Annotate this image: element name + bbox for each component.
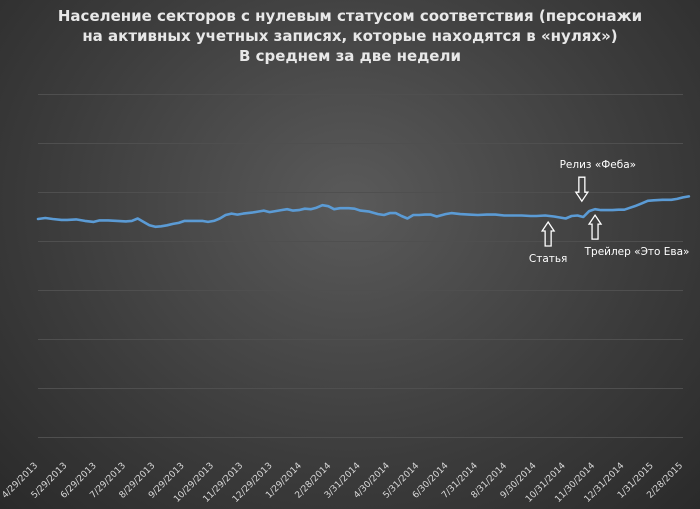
annotation-arrow-up	[587, 213, 603, 240]
gridlines	[38, 94, 683, 438]
chart-title-block: Население секторов с нулевым статусом со…	[0, 6, 700, 66]
annotation-arrow-up	[540, 220, 556, 247]
series-line	[36, 195, 691, 229]
chart-title-line-2: на активных учетных записях, которые нах…	[82, 27, 618, 45]
annotation-arrow-down	[574, 176, 590, 203]
chart-subtitle: В среднем за две недели	[239, 47, 461, 65]
annotation-label: Трейлер «Это Ева»	[584, 246, 690, 258]
annotation-label: Релиз «Феба»	[560, 159, 637, 171]
chart-title-line-1: Население секторов с нулевым статусом со…	[57, 7, 643, 25]
annotation-label: Статья	[529, 253, 568, 265]
x-axis-tick-labels: 4/29/20135/29/20136/29/20137/29/20138/29…	[0, 461, 685, 505]
series-lines	[36, 195, 691, 229]
annotations: Статья Релиз «Феба» Трейлер «Это Ева»	[529, 159, 690, 265]
